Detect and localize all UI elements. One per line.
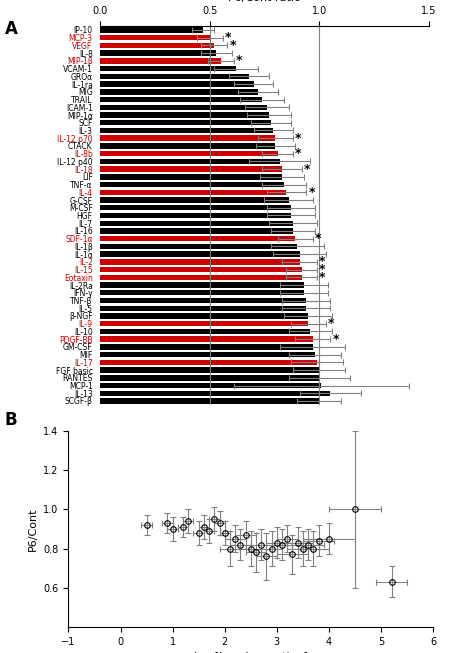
Text: *: * [308,186,314,199]
Bar [100,352,314,357]
Bar [100,383,321,389]
Bar [100,89,258,95]
Bar [100,197,288,202]
Bar [100,236,294,242]
Bar [100,375,318,381]
Bar [100,27,203,33]
Bar [100,151,277,156]
Bar [100,313,308,319]
Text: *: * [318,255,325,268]
Bar [100,213,290,218]
Text: *: * [318,263,325,276]
Bar [100,174,281,180]
Text: *: * [318,271,325,284]
Bar [100,205,290,210]
Bar [100,259,299,264]
Bar [100,128,273,133]
Bar [100,398,318,404]
Text: *: * [294,147,301,160]
Text: A: A [5,20,17,38]
Text: B: B [5,411,17,430]
Bar [100,321,308,326]
Bar [100,58,220,63]
Text: *: * [236,54,242,67]
Bar [100,82,253,87]
Bar [100,112,268,118]
Bar [100,189,286,195]
X-axis label: log [basal secretion]: log [basal secretion] [193,652,307,653]
X-axis label: P6/Cont ratio: P6/Cont ratio [228,0,300,3]
Text: *: * [332,332,338,345]
Bar [100,275,301,280]
Bar [100,104,266,110]
Bar [100,221,292,226]
Bar [100,167,281,172]
Bar [100,390,329,396]
Bar [100,97,262,103]
Bar [100,143,275,149]
Bar [100,120,270,125]
Bar [100,360,316,365]
Text: *: * [225,31,231,44]
Bar [100,328,310,334]
Bar [100,42,214,48]
Text: *: * [303,163,310,176]
Bar [100,306,305,311]
Text: *: * [294,132,301,145]
Bar [100,344,312,349]
Bar [100,66,236,71]
Text: *: * [327,317,334,330]
Bar [100,135,275,141]
Bar [100,244,297,249]
Bar [100,267,301,272]
Bar [100,50,216,56]
Bar [100,159,279,164]
Bar [100,290,303,296]
Bar [100,182,283,187]
Bar [100,229,292,234]
Bar [100,74,248,79]
Bar [100,298,305,303]
Bar [100,368,318,373]
Bar [100,251,299,257]
Bar [100,336,312,342]
Bar [100,282,303,288]
Text: *: * [314,232,321,245]
Text: *: * [229,39,235,52]
Y-axis label: P6/Cont: P6/Cont [28,507,38,550]
Bar [100,35,209,40]
